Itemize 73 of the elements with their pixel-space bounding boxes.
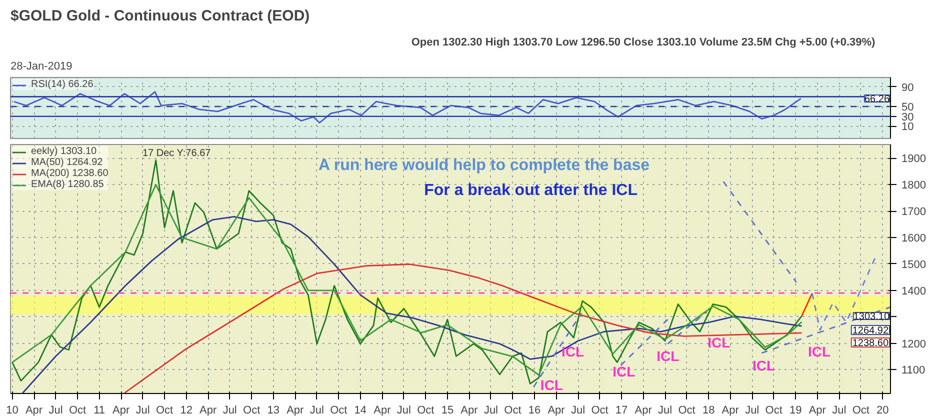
annotation: 1264.92: [852, 326, 889, 337]
annotation: ICL: [656, 348, 680, 364]
y-tick-label: 50: [902, 102, 914, 114]
annotation: ICL: [708, 334, 731, 350]
x-tick-label: Jul: [310, 404, 324, 416]
x-tick-label: Oct: [417, 404, 434, 416]
x-tick-label: 15: [441, 404, 454, 416]
x-tick-label: Apr: [25, 404, 43, 416]
y-tick-label: 1500: [902, 258, 926, 271]
annotation: ICL: [808, 343, 831, 360]
x-tick-label: 13: [267, 404, 280, 416]
y-tick-label: 1600: [902, 232, 926, 245]
legend-label: EMA(8) 1280.85: [31, 179, 104, 190]
x-tick-label: 16: [528, 404, 541, 416]
x-tick-label: Jul: [48, 404, 63, 416]
y-tick-label: 1400: [902, 285, 926, 298]
y-tick-label: 1900: [902, 153, 926, 166]
x-tick-label: Apr: [112, 404, 130, 416]
x-tick-label: 18: [702, 404, 715, 416]
legend-label: MA(200) 1238.60: [31, 168, 108, 179]
annotation: For a break out after the ICL: [424, 182, 638, 199]
y-tick-label: 90: [902, 82, 914, 94]
x-tick-label: Jul: [832, 404, 846, 416]
x-tick-label: Oct: [156, 404, 174, 416]
x-tick-label: 19: [790, 404, 802, 416]
annotation: 1238.60: [852, 338, 889, 349]
y-tick-label: 1700: [902, 206, 926, 218]
annotation: A run here would help to complete the base: [318, 156, 650, 174]
annotation: ICL: [540, 376, 564, 393]
x-tick-label: 14: [354, 404, 367, 416]
x-tick-label: Apr: [722, 404, 740, 416]
x-tick-label: Oct: [330, 404, 348, 416]
y-tick-label: 30: [902, 111, 914, 124]
x-tick-label: Jul: [484, 404, 498, 416]
x-tick-label: Oct: [678, 404, 696, 416]
y-tick-label: 10: [902, 121, 914, 134]
x-tick-label: Apr: [374, 404, 392, 416]
x-tick-label: Jul: [136, 404, 150, 416]
chart-title: $GOLD Gold - Continuous Contract (EOD): [10, 8, 310, 24]
x-tick-label: 11: [94, 404, 105, 416]
x-tick-label: Jul: [658, 404, 672, 416]
x-tick-label: Apr: [548, 404, 566, 416]
annotation: 17 Dec Y:76.67: [142, 148, 212, 160]
x-tick-label: Apr: [286, 404, 304, 416]
annotation: ICL: [612, 364, 636, 380]
x-tick-label: Jul: [396, 404, 411, 416]
x-tick-label: Apr: [200, 404, 217, 416]
y-tick-label: 1800: [902, 180, 926, 192]
x-tick-label: Oct: [504, 404, 522, 416]
y-tick-label: 1100: [902, 364, 926, 377]
x-tick-label: Apr: [808, 404, 826, 416]
x-tick-label: Jul: [570, 404, 586, 416]
x-tick-label: Oct: [68, 404, 86, 416]
chart-subtitle: 28-Jan-2019: [10, 60, 72, 72]
x-tick-label: 10: [6, 404, 18, 416]
legend-label: MA(50) 1264.92: [31, 157, 103, 168]
legend-label: RSI(14) 66.26: [31, 79, 94, 90]
x-tick-label: Oct: [852, 404, 870, 416]
annotation: ICL: [752, 357, 776, 374]
x-tick-label: 12: [180, 404, 192, 416]
x-tick-label: Oct: [765, 404, 782, 416]
x-tick-label: Jul: [222, 404, 237, 416]
x-tick-label: 20: [876, 404, 889, 416]
text: Open 1302.30 High 1303.70 Low 1296.50 Close 1303.10 Volume 23.5M Chg +5.00 (+0.39%): [411, 36, 876, 48]
x-tick-label: Oct: [243, 404, 260, 416]
x-tick-label: Apr: [634, 404, 652, 416]
x-tick-label: Apr: [460, 404, 478, 416]
y-tick-label: 1200: [902, 338, 926, 350]
legend-label: eekly) 1303.10: [31, 146, 97, 157]
annotation: ICL: [562, 343, 585, 360]
x-tick-label: Oct: [591, 404, 608, 416]
x-tick-label: 17: [615, 404, 628, 416]
x-tick-label: Jul: [745, 404, 760, 416]
